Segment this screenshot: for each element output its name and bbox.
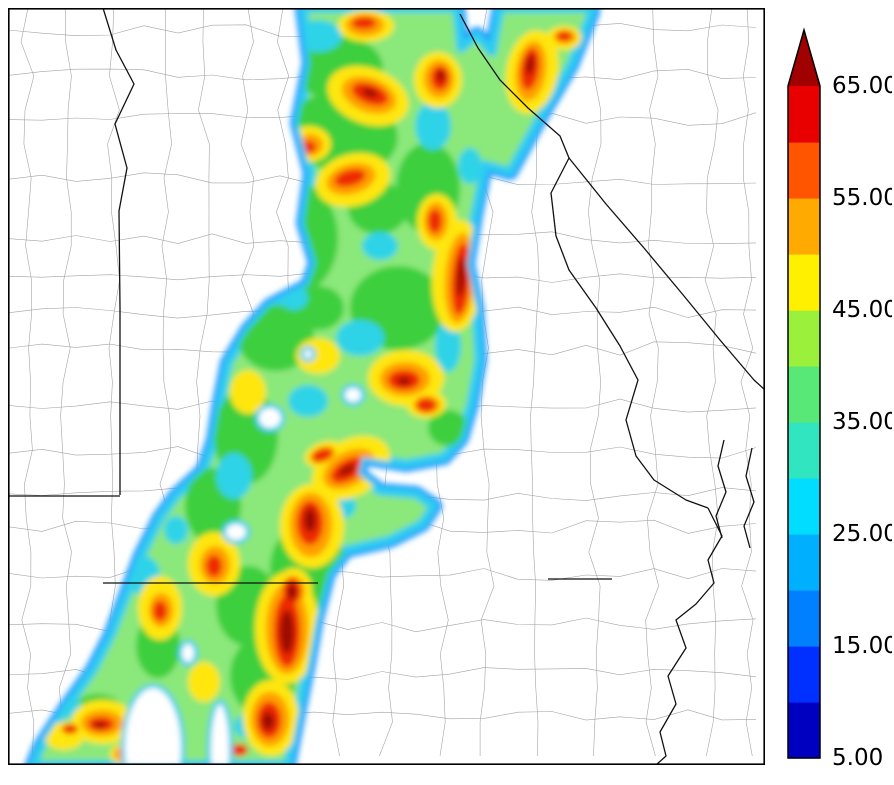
- colorbar-segment: [788, 422, 820, 479]
- no-data-hole: [178, 640, 198, 666]
- contour-blob-darkred: [456, 257, 466, 297]
- contour-blob-darkred: [397, 377, 411, 385]
- colorbar-outline: [787, 27, 821, 759]
- colorbar-segment: [788, 534, 820, 591]
- contour-blob-red: [428, 209, 442, 233]
- colorbar-over-arrow: [788, 30, 820, 86]
- contour-blob-red: [334, 169, 366, 187]
- contour-blob-red: [416, 398, 436, 412]
- map-frame: [8, 8, 765, 765]
- colorbar-segment: [788, 478, 820, 535]
- contour-blob-yellow: [188, 662, 220, 702]
- contour-blob-yellow: [230, 370, 266, 414]
- colorbar-segment: [788, 310, 820, 367]
- contour-blob-darkred: [525, 55, 535, 75]
- contour-blob-darkred: [287, 584, 297, 600]
- no-data-hole: [300, 346, 316, 362]
- contour-blob-cyan: [435, 320, 461, 372]
- contour-blob-red: [206, 555, 222, 577]
- colorbar-tick-label: 15.00: [832, 633, 892, 659]
- contour-blob-cyan: [458, 148, 482, 184]
- colorbar-segment: [788, 198, 820, 255]
- colorbar-segment: [788, 142, 820, 199]
- contour-blob-cyan: [164, 516, 188, 544]
- contour-blob-red: [556, 31, 572, 41]
- colorbar-segment: [788, 646, 820, 703]
- contour-blob-cyan: [216, 453, 252, 499]
- data-swath: [25, 8, 600, 765]
- contour-blob-cyan: [336, 320, 384, 356]
- contour-blob-darkred: [94, 722, 106, 728]
- contour-blob-red: [62, 724, 78, 734]
- colorbar-segment: [788, 590, 820, 647]
- no-data-hole: [222, 520, 250, 544]
- colorbar-tick-label: 35.00: [832, 409, 892, 435]
- contour-blob-darkred: [304, 508, 316, 532]
- colorbar-tick-label: 45.00: [832, 297, 892, 323]
- colorbar-segment: [788, 86, 820, 143]
- colorbar-segment: [788, 366, 820, 423]
- contour-blob-green: [428, 410, 468, 446]
- colorbar-tick-label: 5.00: [832, 745, 883, 771]
- no-data-hole: [255, 404, 285, 432]
- contour-blob-darkred: [280, 610, 294, 654]
- colorbar-tick-label: 65.00: [832, 73, 892, 99]
- contour-blob-darkred: [262, 712, 274, 730]
- no-data-hole: [341, 384, 365, 406]
- contour-blob-red: [153, 601, 167, 621]
- colorbar-segment: [788, 702, 820, 759]
- colorbar-tick-label: 25.00: [832, 521, 892, 547]
- contour-blob-cyan: [362, 232, 398, 260]
- contour-blob-red: [311, 448, 333, 462]
- contour-blob-green: [238, 305, 314, 371]
- contour-blob-cyan: [288, 385, 328, 417]
- map-canvas: [8, 8, 765, 765]
- colorbar-tick-label: 55.00: [832, 185, 892, 211]
- contour-blob-darkred: [437, 70, 445, 82]
- state-boundaries: [8, 8, 765, 765]
- contour-blob-darkred: [338, 464, 356, 476]
- colorbar: 65.00 55.00 45.00 35.00 25.00 15.00 5.00: [787, 27, 892, 771]
- contour-blob-red: [352, 17, 376, 29]
- contour-blob-darkred: [362, 88, 378, 98]
- no-data-hole: [121, 684, 185, 765]
- contour-blob-cyan: [415, 102, 451, 150]
- colorbar-segment: [788, 254, 820, 311]
- no-data-hole: [207, 700, 233, 765]
- contour-blob-red: [230, 744, 248, 756]
